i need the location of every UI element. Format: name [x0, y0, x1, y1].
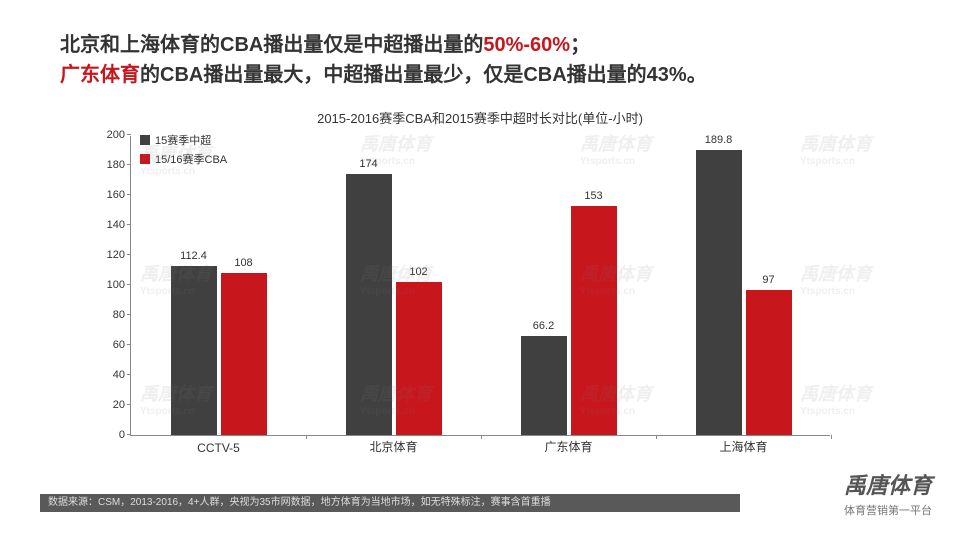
x-axis-label: 北京体育	[369, 438, 417, 455]
bar-value-label: 153	[584, 190, 602, 202]
y-tick-mark	[127, 224, 131, 225]
bar-value-label: 97	[762, 274, 774, 286]
headline: 北京和上海体育的CBA播出量仅是中超播出量的50%-60%； 广东体育的CBA播…	[60, 30, 900, 90]
bar: 102	[396, 282, 442, 435]
brand-block: 禹唐体育 体育营销第一平台	[844, 468, 932, 518]
x-axis-label: CCTV-5	[197, 441, 240, 455]
x-tick-mark	[831, 435, 832, 439]
bar-value-label: 174	[359, 158, 377, 170]
bar: 97	[746, 290, 792, 436]
y-tick-mark	[127, 254, 131, 255]
y-tick-label: 180	[97, 159, 125, 171]
x-axis-label: 上海体育	[719, 438, 767, 455]
bar: 189.8	[696, 150, 742, 435]
y-tick-mark	[127, 344, 131, 345]
bar: 174	[346, 174, 392, 435]
bar: 153	[571, 206, 617, 436]
brand-name: 禹唐体育	[844, 468, 932, 500]
headline-tail1: ；	[570, 34, 590, 56]
x-tick-mark	[481, 435, 482, 439]
y-tick-label: 0	[97, 429, 125, 441]
brand-sub: 体育营销第一平台	[844, 502, 932, 518]
bar: 108	[221, 273, 267, 435]
legend-swatch	[140, 135, 150, 145]
bar-value-label: 102	[409, 266, 427, 278]
y-tick-mark	[127, 314, 131, 315]
bar-value-label: 112.4	[180, 250, 207, 262]
chart-title: 2015-2016赛季CBA和2015赛季中超时长对比(单位-小时)	[0, 108, 960, 127]
chart-area: 020406080100120140160180200CCTV-5112.410…	[90, 128, 830, 468]
legend-label: 15赛季中超	[155, 132, 211, 148]
headline-red2: 广东体育	[60, 64, 140, 86]
y-tick-mark	[127, 164, 131, 165]
y-tick-label: 40	[97, 369, 125, 381]
bar: 112.4	[171, 266, 217, 435]
y-tick-label: 60	[97, 339, 125, 351]
x-tick-mark	[656, 435, 657, 439]
y-tick-label: 100	[97, 279, 125, 291]
bar-value-label: 189.8	[705, 134, 733, 146]
y-tick-label: 200	[97, 129, 125, 141]
y-tick-mark	[127, 434, 131, 435]
legend-item: 15/16赛季CBA	[140, 151, 227, 167]
footer-source: 数据来源：CSM，2013-2016，4+人群，央视为35市网数据，地方体育为当…	[40, 494, 740, 512]
y-tick-label: 20	[97, 399, 125, 411]
bar-value-label: 108	[234, 257, 252, 269]
headline-red1: 50%-60%	[483, 34, 570, 56]
y-tick-mark	[127, 284, 131, 285]
bar: 66.2	[521, 336, 567, 435]
headline-part1: 北京和上海体育的CBA播出量仅是中超播出量的	[60, 34, 483, 56]
legend-item: 15赛季中超	[140, 132, 227, 148]
bar-value-label: 66.2	[533, 320, 554, 332]
headline-part2: 的CBA播出量最大，中超播出量最少，仅是CBA播出量的43%。	[140, 64, 707, 86]
chart-legend: 15赛季中超 15/16赛季CBA	[140, 132, 227, 170]
x-tick-mark	[306, 435, 307, 439]
legend-swatch	[140, 154, 150, 164]
y-tick-mark	[127, 134, 131, 135]
y-tick-mark	[127, 194, 131, 195]
x-axis-label: 广东体育	[544, 438, 592, 455]
y-tick-mark	[127, 404, 131, 405]
y-tick-label: 160	[97, 189, 125, 201]
chart-plot: 020406080100120140160180200CCTV-5112.410…	[130, 136, 830, 436]
y-tick-label: 140	[97, 219, 125, 231]
y-tick-mark	[127, 374, 131, 375]
y-tick-label: 80	[97, 309, 125, 321]
legend-label: 15/16赛季CBA	[155, 151, 227, 167]
y-tick-label: 120	[97, 249, 125, 261]
